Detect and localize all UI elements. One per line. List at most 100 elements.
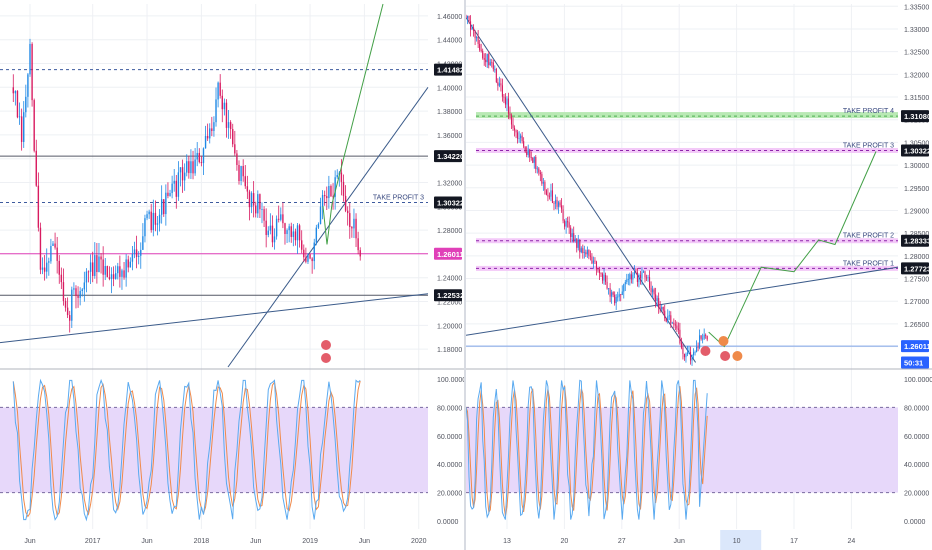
candle-body (545, 190, 547, 195)
rising-trendline (227, 87, 429, 368)
candle-body (171, 183, 173, 194)
candle-body (211, 128, 213, 131)
time-tick-label: 24 (848, 538, 856, 545)
price-tick-label: 1.20000 (437, 323, 462, 330)
candle-body (131, 254, 134, 262)
chart-1-group[interactable]: 1.33500 1.33000 1.32500 1.32000 1.31500 1.310… (466, 4, 932, 550)
candle-body (492, 62, 494, 70)
candle-body (50, 245, 52, 262)
price-label-box (901, 340, 929, 353)
price-tick-label: 1.22000 (437, 300, 462, 307)
weekly-chart-pane[interactable]: 1.460001.440001.420001.400001.380001.360… (0, 0, 466, 550)
event-marker[interactable] (321, 340, 331, 350)
time-tick-label: 2017 (85, 538, 101, 545)
price-label-text: 1.22532 (437, 291, 464, 300)
candle-body (25, 96, 27, 113)
candle-body (529, 149, 531, 158)
price-label-box (434, 289, 462, 302)
projection-arrow (322, 3, 384, 245)
price-tick-label: 1.38000 (437, 109, 462, 116)
candle-body (466, 15, 467, 19)
price-label-text: 1.30322 (437, 198, 464, 207)
candle-body (486, 54, 488, 63)
event-marker[interactable] (732, 351, 743, 361)
candle-body (183, 172, 186, 181)
candle-body (471, 27, 473, 30)
candle-body (582, 248, 584, 254)
price-tick-label: 1.18000 (437, 347, 462, 354)
candle-body (58, 260, 60, 275)
candle-body (340, 172, 343, 182)
stochastic-tick-label: 20.0000 (437, 491, 462, 498)
candle-body (702, 338, 704, 340)
candle-body (14, 90, 17, 94)
candle-body (252, 193, 255, 206)
candle-body (77, 295, 79, 298)
candle-body (169, 193, 171, 196)
candle-body (173, 180, 175, 184)
event-marker[interactable] (700, 346, 711, 356)
candle-body (125, 259, 127, 278)
candle-body (548, 196, 550, 198)
price-tick-label: 1.29000 (904, 208, 929, 215)
candle-body (221, 95, 223, 110)
price-tick-label: 1.27000 (904, 299, 929, 306)
candle-body (589, 255, 591, 257)
candle-body (580, 248, 582, 253)
price-label-box (434, 63, 462, 76)
event-marker[interactable] (321, 353, 331, 363)
price-label-text: 1.28333 (904, 237, 931, 246)
candle-body (703, 334, 705, 339)
candle-body (349, 213, 351, 228)
price-label-text: 1.31080 (904, 112, 931, 121)
candle-body (56, 247, 58, 261)
event-marker[interactable] (718, 336, 729, 346)
candle-body (186, 161, 188, 173)
candle-body (630, 274, 632, 280)
candle-body (600, 273, 602, 274)
candle-body (223, 102, 226, 110)
price-tick-label: 1.30500 (904, 140, 929, 147)
candle-body (517, 132, 519, 139)
projection-arrow (708, 151, 877, 348)
stochastic-tick-label: 100.0000 (437, 377, 466, 384)
candle-body (317, 224, 320, 228)
pane-divider[interactable] (464, 0, 466, 550)
intraday-chart-svg[interactable]: 1.33500 1.33000 1.32500 1.32000 1.31500 1.310… (466, 0, 932, 550)
price-label-text: 50:31 (904, 358, 923, 367)
chart-0-group[interactable]: 1.460001.440001.420001.400001.380001.360… (0, 3, 466, 545)
candle-body (104, 266, 106, 275)
candle-body (273, 236, 276, 243)
price-tick-label: 1.44000 (437, 38, 462, 45)
candle-body (225, 102, 228, 128)
time-tick-label: 10 (733, 538, 741, 545)
candle-body (670, 315, 672, 324)
price-label-text: 1.27723 (904, 264, 931, 273)
candle-body (165, 192, 167, 215)
candle-body (477, 37, 479, 44)
price-label-text: 1.30322 (904, 146, 931, 155)
candle-body (520, 135, 522, 139)
candle-body (557, 202, 560, 207)
candle-body (196, 152, 198, 160)
candle-body (305, 257, 307, 262)
candle-body (515, 130, 517, 133)
candle-body (483, 58, 485, 60)
candle-body (705, 334, 707, 336)
time-tick-label: 2018 (194, 538, 210, 545)
event-marker[interactable] (720, 351, 731, 361)
candle-body (551, 190, 554, 203)
candle-body (60, 274, 63, 283)
candle-body (620, 294, 622, 296)
intraday-chart-pane[interactable]: 1.33500 1.33000 1.32500 1.32000 1.31500 1.310… (466, 0, 932, 550)
candle-body (181, 167, 184, 181)
candle-body (595, 261, 598, 270)
candle-body (677, 328, 679, 330)
candle-body (667, 316, 669, 322)
stochastic-tick-label: 20.0000 (904, 491, 929, 498)
candle-body (668, 315, 670, 317)
candle-body (495, 69, 497, 83)
candle-body (71, 289, 73, 321)
weekly-chart-svg[interactable]: 1.460001.440001.420001.400001.380001.360… (0, 0, 466, 550)
candle-body (267, 230, 269, 235)
